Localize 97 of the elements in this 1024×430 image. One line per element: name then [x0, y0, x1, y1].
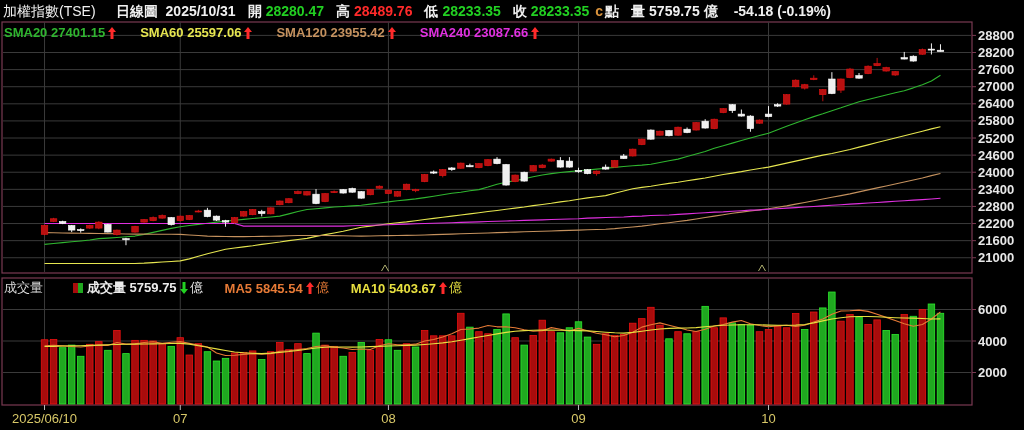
bar: [384, 339, 393, 405]
text: 日線圖: [115, 3, 158, 21]
chart-title: 成交量: [4, 279, 43, 297]
bar: [701, 305, 709, 405]
text: SMA120 23955.42: [276, 25, 385, 40]
bar: [746, 324, 755, 405]
bar: [764, 329, 773, 405]
line-series: [43, 315, 942, 355]
bar: [221, 357, 230, 405]
text: 高: [336, 3, 351, 21]
bar: [339, 355, 347, 405]
y-tick-label: 22200: [978, 216, 1015, 232]
bar: [520, 344, 528, 405]
bar: [511, 337, 519, 405]
y-tick-label: 26400: [978, 96, 1015, 112]
text: 量: [631, 3, 646, 21]
bar: [411, 346, 420, 405]
text: SMA20 27401.15: [4, 25, 106, 40]
line-series: [43, 74, 942, 245]
y-tick-label: 28800: [978, 27, 1015, 43]
bar: [212, 360, 221, 405]
text: 28489.76: [354, 3, 413, 19]
text: c: [595, 3, 604, 19]
y-tick-label: 27600: [978, 62, 1015, 78]
legend-label: 成交量 5759.75 億: [87, 279, 203, 297]
y-tick-label: 28200: [978, 45, 1015, 61]
bar: [755, 331, 764, 405]
bar: [927, 303, 936, 405]
bar: [665, 338, 673, 405]
y-tick-label: 2000: [978, 365, 1007, 380]
bar: [773, 325, 782, 405]
bar: [348, 351, 356, 405]
bar: [113, 330, 121, 405]
bar: [918, 309, 927, 405]
bar: [466, 326, 474, 405]
line-series: [43, 197, 942, 227]
bar: [49, 339, 58, 405]
text: 5759.75: [649, 3, 700, 19]
bar: [230, 352, 239, 405]
bar: [583, 336, 592, 405]
text: 低: [424, 3, 439, 21]
bar: [674, 331, 682, 405]
candlestick: [873, 57, 881, 67]
line-series: [43, 126, 942, 264]
bar: [936, 312, 945, 405]
text: 億: [703, 3, 718, 21]
y-tick-label: 4000: [978, 333, 1007, 349]
x-tick-label: 10: [761, 411, 776, 426]
text: MA5 5845.54 億: [224, 279, 329, 297]
bar: [574, 321, 583, 405]
y-tick-label: 23400: [978, 181, 1015, 197]
x-tick-label: 09: [571, 411, 586, 426]
y-tick-label: 21600: [978, 233, 1015, 249]
bar: [556, 332, 565, 405]
text: 28280.47: [265, 3, 325, 19]
line-series: [43, 309, 942, 357]
text: 28233.35: [530, 3, 590, 19]
chart-title: 加權指數(TSE): [3, 3, 96, 21]
text: 收: [512, 3, 527, 21]
y-tick-label: 27000: [978, 79, 1015, 95]
bar: [402, 343, 411, 405]
text: SMA60 25597.06: [140, 25, 242, 40]
x-tick-label: 07: [173, 411, 188, 426]
x-tick-label: 2025/06/10: [11, 411, 78, 426]
bar: [855, 316, 863, 405]
y-tick-label: 25800: [978, 113, 1015, 129]
bar: [122, 353, 130, 405]
bar: [167, 345, 175, 405]
bar: [104, 349, 112, 405]
text: 點: [605, 3, 620, 21]
y-tick-label: 24000: [978, 164, 1015, 180]
bar: [565, 327, 574, 405]
bar: [40, 339, 49, 405]
text: 開: [247, 3, 262, 21]
bar: [683, 333, 691, 405]
bar: [357, 342, 365, 405]
bar: [692, 331, 700, 405]
y-tick-label: 24600: [978, 147, 1015, 163]
bar: [258, 359, 266, 405]
y-tick-label: 6000: [978, 302, 1007, 317]
bar: [592, 343, 601, 405]
bar: [900, 314, 908, 405]
text: -54.18 (-0.19%): [733, 3, 831, 19]
text: SMA240 23087.66: [419, 25, 529, 40]
bar: [203, 351, 212, 405]
y-tick-label: 22800: [978, 198, 1015, 214]
text: 28233.35: [442, 3, 501, 19]
bar: [801, 329, 809, 405]
bar: [810, 311, 818, 405]
y-tick-label: 21000: [978, 250, 1015, 266]
bar: [393, 349, 402, 405]
text: 2025/10/31: [165, 3, 236, 19]
candlestick: [122, 237, 130, 246]
y-tick-label: 25200: [978, 130, 1015, 146]
bar: [909, 315, 917, 405]
text: MA10 5403.67 億: [350, 279, 462, 297]
x-tick-label: 08: [381, 411, 396, 426]
